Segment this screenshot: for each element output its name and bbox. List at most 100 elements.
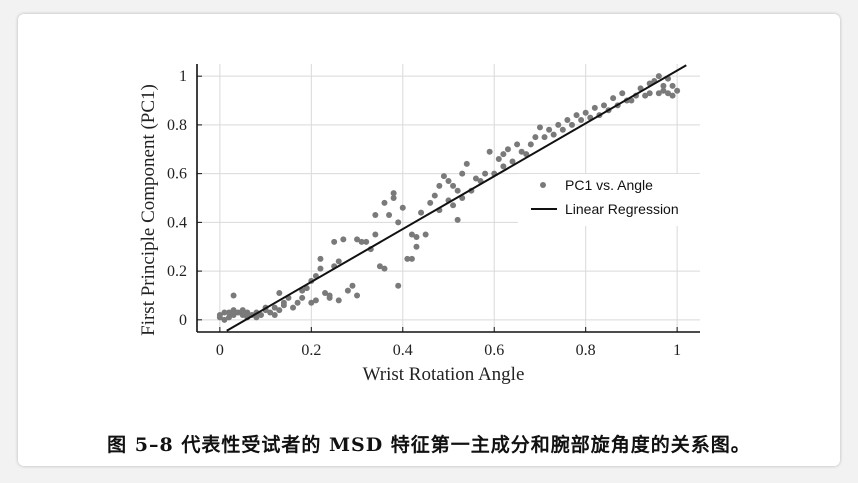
data-point (450, 182, 457, 189)
data-point (276, 307, 283, 314)
data-point (550, 131, 557, 138)
legend-label-line: Linear Regression (565, 201, 679, 217)
data-point (527, 141, 534, 148)
data-point (459, 170, 466, 177)
data-point (669, 82, 676, 89)
data-point (230, 292, 237, 299)
data-point (578, 117, 585, 124)
data-point (509, 158, 516, 165)
data-point (390, 190, 397, 197)
data-point (216, 311, 223, 318)
data-point (546, 126, 553, 133)
axes (196, 64, 700, 333)
data-point (610, 95, 617, 102)
data-point (408, 255, 415, 262)
data-point (290, 304, 297, 311)
legend: PC1 vs. Angle Linear Regression (518, 174, 703, 226)
data-point (628, 97, 635, 104)
data-point (514, 141, 521, 148)
data-point (582, 109, 589, 116)
data-point (555, 121, 562, 128)
data-point (669, 92, 676, 99)
y-tick-label: 0.2 (167, 263, 187, 280)
data-point (646, 90, 653, 97)
data-point (404, 255, 411, 262)
x-tick-label: 0.8 (576, 342, 596, 359)
data-point (674, 87, 681, 94)
data-point (358, 238, 365, 245)
data-point (226, 309, 233, 316)
data-point (317, 255, 324, 262)
data-point (340, 236, 347, 243)
data-point (500, 163, 507, 170)
scatter-chart: 0 0.2 0.4 0.6 0.8 1 0 0.2 0.4 0.6 0.8 1 Wrist Rotat… (138, 64, 703, 385)
data-point (664, 90, 671, 97)
data-point (422, 231, 429, 238)
data-point (655, 73, 662, 80)
data-point (303, 285, 310, 292)
legend-point-marker (540, 182, 546, 188)
data-point (454, 187, 461, 194)
data-point (518, 148, 525, 155)
data-point (280, 302, 287, 309)
data-point (454, 216, 461, 223)
data-point (221, 309, 228, 316)
data-point (450, 202, 457, 209)
x-tick-label: 0 (216, 342, 224, 359)
data-point (381, 199, 388, 206)
data-point (431, 192, 438, 199)
data-point (349, 282, 356, 289)
figure-caption: 图 5–8 代表性受试者的 MSD 特征第一主成分和腕部旋角度的关系图。 (107, 434, 751, 456)
data-point (600, 102, 607, 109)
data-point (258, 311, 265, 318)
data-point (271, 311, 278, 318)
data-point (408, 231, 415, 238)
x-axis-title: Wrist Rotation Angle (363, 364, 525, 385)
y-axis-title: First Principle Component (PC1) (138, 84, 159, 336)
data-point (573, 112, 580, 119)
data-point (230, 307, 237, 314)
y-tick-label: 0 (179, 312, 187, 329)
data-point (235, 309, 242, 316)
data-point (335, 258, 342, 265)
data-point (445, 177, 452, 184)
data-point (418, 209, 425, 216)
data-point (568, 121, 575, 128)
data-point (559, 126, 566, 133)
data-point (381, 265, 388, 272)
data-point (354, 236, 361, 243)
data-point (276, 290, 283, 297)
data-point (386, 212, 393, 219)
data-point (463, 160, 470, 167)
data-point (344, 287, 351, 294)
data-point (308, 299, 315, 306)
data-point (486, 148, 493, 155)
legend-label-points: PC1 vs. Angle (565, 177, 653, 193)
data-point (267, 309, 274, 316)
data-point (440, 173, 447, 180)
data-point (591, 104, 598, 111)
data-point (372, 212, 379, 219)
axis-titles: Wrist Rotation Angle First Principle Comp… (138, 84, 524, 385)
tick-labels: 0 0.2 0.4 0.6 0.8 1 0 0.2 0.4 0.6 0.8 1 (167, 68, 681, 359)
data-point (500, 151, 507, 158)
x-tick-label: 1 (673, 342, 681, 359)
y-tick-label: 1 (179, 68, 187, 85)
data-point (395, 282, 402, 289)
data-point (226, 314, 233, 321)
data-point (655, 90, 662, 97)
regression-line-group (226, 64, 687, 332)
y-tick-label: 0.8 (167, 117, 187, 134)
data-point (536, 124, 543, 131)
data-point (299, 294, 306, 301)
data-point (221, 316, 228, 323)
data-point (331, 238, 338, 245)
data-point (239, 311, 246, 318)
data-point (482, 170, 489, 177)
y-tick-label: 0.6 (167, 166, 187, 183)
data-point (523, 151, 530, 158)
x-tick-label: 0.6 (484, 342, 504, 359)
data-point (294, 299, 301, 306)
data-point (472, 175, 479, 182)
data-point (427, 199, 434, 206)
